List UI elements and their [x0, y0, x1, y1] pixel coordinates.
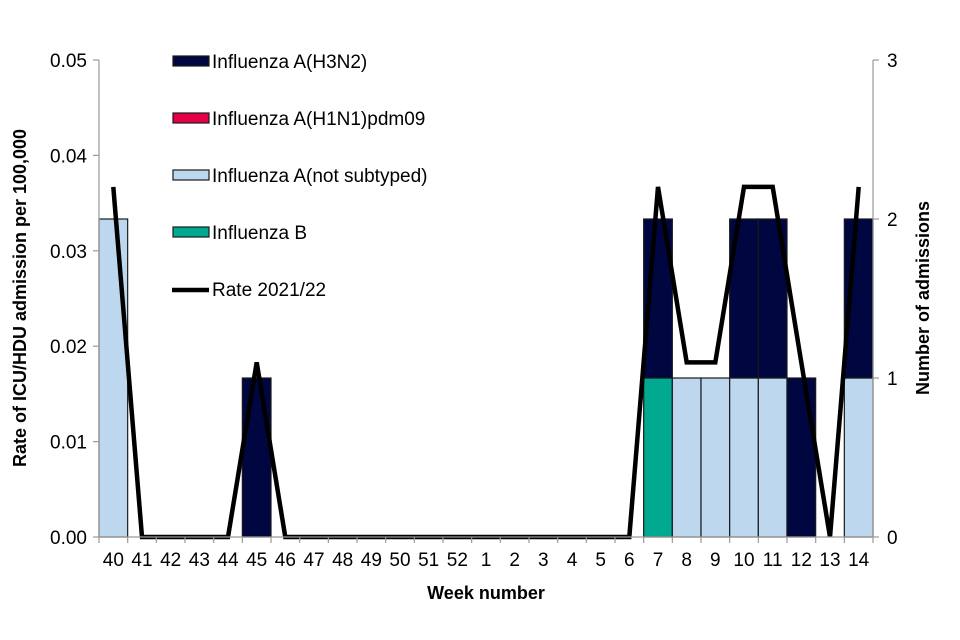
legend-swatch [172, 112, 210, 124]
legend-label: Rate 2021/22 [212, 280, 326, 301]
x-tick-label: 7 [653, 550, 664, 571]
legend-label: Influenza A(H3N2) [212, 52, 367, 73]
x-tick-label: 43 [189, 550, 210, 571]
y-axis-right-title: Number of admissions [913, 201, 933, 395]
x-tick-label: 41 [131, 550, 152, 571]
legend-label: Influenza A(not subtyped) [212, 166, 427, 187]
bar-segment [700, 377, 731, 538]
x-tick-label: 42 [160, 550, 181, 571]
x-tick-label: 11 [763, 550, 783, 571]
x-tick-label: 51 [418, 550, 439, 571]
x-tick-label: 9 [710, 550, 721, 571]
legend-swatch [172, 169, 210, 181]
x-tick-label: 46 [275, 550, 296, 571]
bar-segment [671, 377, 702, 538]
bar-segment [757, 377, 788, 538]
x-tick-label: 48 [332, 550, 353, 571]
x-tick-label: 52 [447, 550, 468, 571]
bars-layer [98, 218, 874, 538]
x-tick-label: 50 [389, 550, 410, 571]
legend: Influenza A(H3N2) Influenza A(H1N1)pdm09 I… [172, 52, 427, 301]
y-tick-label: 0.04 [50, 146, 87, 167]
x-tick-label: 10 [733, 550, 754, 571]
legend-label: Influenza A(H1N1)pdm09 [212, 109, 425, 130]
x-tick-label: 6 [624, 550, 635, 571]
x-tick-label: 45 [246, 550, 267, 571]
x-tick-label: 47 [303, 550, 324, 571]
y-tick-label: 0.00 [50, 528, 87, 549]
legend-item: Influenza A(not subtyped) [172, 166, 427, 187]
x-tick-label: 5 [595, 550, 606, 571]
y2-tick-label: 3 [887, 51, 898, 72]
x-tick-label: 40 [103, 550, 124, 571]
y-tick-label: 0.03 [50, 242, 87, 263]
y-tick-label: 0.02 [50, 337, 87, 358]
bar-segment [843, 377, 874, 538]
x-tick-label: 1 [481, 550, 492, 571]
x-tick-label: 13 [819, 550, 840, 571]
legend-swatch [172, 226, 210, 238]
y2-tick-label: 0 [887, 528, 898, 549]
bar-segment [786, 377, 817, 538]
bar-segment [643, 377, 673, 538]
x-tick-label: 49 [361, 550, 382, 571]
y2-tick-label: 2 [887, 210, 898, 231]
x-tick-label: 8 [681, 550, 692, 571]
legend-item: Influenza A(H1N1)pdm09 [172, 109, 425, 130]
y2-tick-label: 1 [887, 369, 898, 390]
y-tick-label: 0.05 [50, 51, 87, 72]
x-tick-label: 12 [791, 550, 812, 571]
y-tick-label: 0.01 [50, 433, 87, 454]
legend-item: Influenza A(H3N2) [172, 52, 367, 73]
x-tick-label: 14 [848, 550, 870, 571]
x-tick-label: 44 [217, 550, 239, 571]
legend-swatch [172, 55, 210, 67]
x-tick-label: 4 [567, 550, 578, 571]
x-tick-label: 3 [538, 550, 549, 571]
bar-segment [729, 377, 759, 538]
x-tick-label: 2 [509, 550, 520, 571]
legend-item: Influenza B [172, 223, 307, 244]
bar-segment [98, 218, 129, 538]
legend-label: Influenza B [212, 223, 307, 244]
x-axis-title: Week number [427, 583, 545, 603]
bar-segment [241, 377, 272, 538]
legend-item: Rate 2021/22 [172, 280, 326, 301]
y-axis-left-title: Rate of ICU/HDU admission per 100,000 [10, 129, 30, 467]
